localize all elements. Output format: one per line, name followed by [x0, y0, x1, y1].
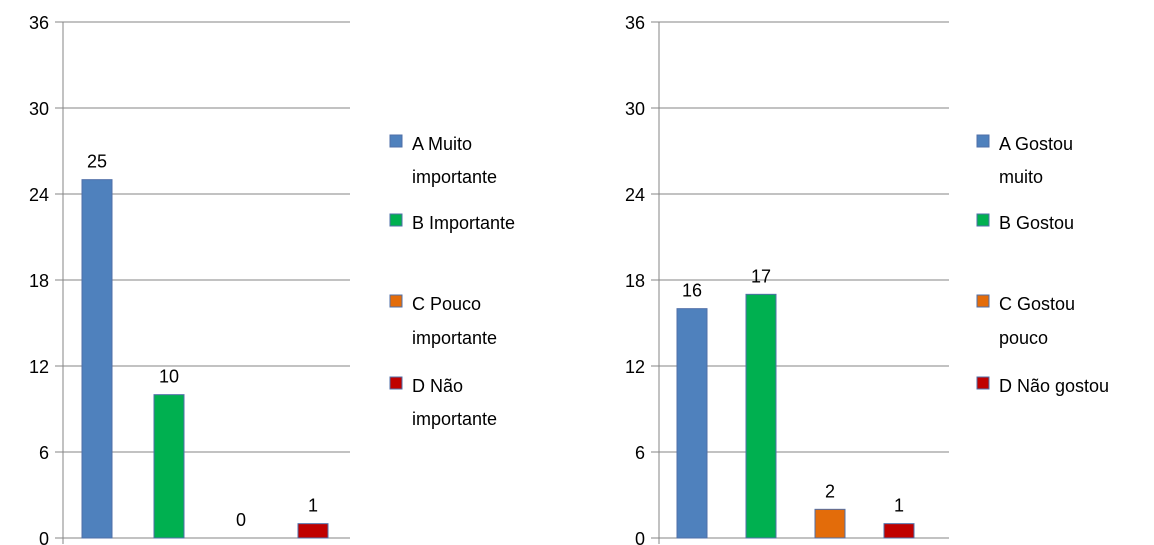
legend-swatch	[977, 135, 989, 147]
legend-swatch	[390, 295, 402, 307]
y-tick-label: 12	[29, 357, 49, 377]
bar-d	[884, 524, 914, 538]
y-tick-label: 6	[39, 443, 49, 463]
legend-label: importante	[412, 409, 497, 429]
bar-b	[154, 395, 184, 538]
data-label: 1	[308, 496, 318, 516]
legend-label: A Gostou	[999, 134, 1073, 154]
data-label: 10	[159, 367, 179, 387]
bar-c	[815, 509, 845, 538]
legend-swatch	[390, 214, 402, 226]
chart-importance: 0 6 12 18 24 30 36 25 10 0 1 A Muito importante B Imp…	[29, 13, 515, 545]
y-tick-label: 36	[29, 13, 49, 33]
bar-a	[677, 309, 707, 538]
legend-label: muito	[999, 167, 1043, 187]
legend-label: importante	[412, 328, 497, 348]
data-label: 25	[87, 152, 107, 172]
data-label: 0	[236, 510, 246, 530]
y-tick-label: 24	[29, 185, 49, 205]
legend-label: C Gostou	[999, 294, 1075, 314]
y-tick-label: 36	[625, 13, 645, 33]
legend-swatch	[390, 135, 402, 147]
y-tick-label: 30	[29, 99, 49, 119]
legend-label: A Muito	[412, 134, 472, 154]
y-tick-label: 30	[625, 99, 645, 119]
legend-swatch	[390, 377, 402, 389]
legend-label: D Não	[412, 376, 463, 396]
y-tick-label: 6	[635, 443, 645, 463]
legend-swatch	[977, 295, 989, 307]
data-label: 1	[894, 496, 904, 516]
y-tick-label: 12	[625, 357, 645, 377]
legend-label: D Não gostou	[999, 376, 1109, 396]
y-tick-label: 18	[29, 271, 49, 291]
legend-swatch	[977, 214, 989, 226]
y-tick-label: 18	[625, 271, 645, 291]
y-tick-label: 24	[625, 185, 645, 205]
bar-d	[298, 524, 328, 538]
bar-b	[746, 294, 776, 538]
legend-swatch	[977, 377, 989, 389]
legend-label: C Pouco	[412, 294, 481, 314]
data-label: 2	[825, 481, 835, 501]
legend-label: importante	[412, 167, 497, 187]
y-tick-label: 0	[39, 529, 49, 545]
legend-label: B Gostou	[999, 213, 1074, 233]
data-label: 16	[682, 281, 702, 301]
y-tick-label: 0	[635, 529, 645, 545]
bar-a	[82, 180, 112, 538]
legend-label: B Importante	[412, 213, 515, 233]
chart-enjoyment: 0 6 12 18 24 30 36 16 17 2 1 A Gostou muito B Gostou C…	[625, 13, 1109, 545]
legend-label: pouco	[999, 328, 1048, 348]
data-label: 17	[751, 266, 771, 286]
